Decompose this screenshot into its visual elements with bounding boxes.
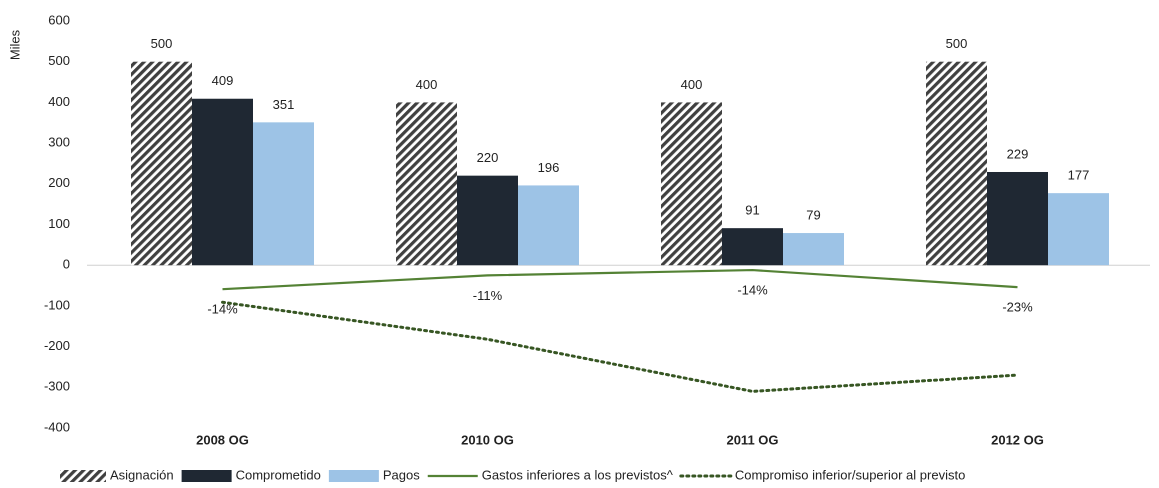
- legend-item: Gastos inferiores a los previstos^: [427, 467, 674, 482]
- bar: [783, 233, 844, 266]
- legend-item: Pagos: [328, 467, 420, 482]
- data-label: 500: [946, 36, 968, 51]
- legend-label: Gastos inferiores a los previstos^: [482, 467, 674, 482]
- legend-label: Comprometido: [236, 467, 321, 482]
- y-tick-label: -100: [44, 297, 70, 312]
- bar: [253, 122, 314, 266]
- y-tick-label: -200: [44, 338, 70, 353]
- data-label: 196: [538, 160, 560, 175]
- legend-label: Pagos: [383, 467, 420, 482]
- data-label: 91: [745, 203, 759, 218]
- legend-label: Asignación: [110, 467, 174, 482]
- bar: [987, 171, 1048, 266]
- bar: [131, 61, 192, 266]
- legend-label: Compromiso inferior/superior al previsto: [735, 467, 965, 482]
- bar: [1048, 193, 1109, 266]
- bar: [722, 228, 783, 266]
- y-tick-label: -400: [44, 419, 70, 434]
- annotation: -23%: [1002, 300, 1033, 315]
- data-label: 400: [416, 77, 438, 92]
- line-series: [221, 300, 1019, 393]
- y-tick-label: 300: [48, 135, 70, 150]
- bar: [396, 102, 457, 266]
- data-label: 229: [1007, 146, 1029, 161]
- y-tick-label: 600: [48, 12, 70, 27]
- x-tick-label: 2011 OG: [726, 432, 778, 447]
- annotation: -14%: [207, 302, 238, 317]
- y-tick-label: 0: [63, 257, 70, 272]
- x-tick-label: 2012 OG: [991, 432, 1044, 447]
- data-label: 409: [212, 73, 234, 88]
- data-label: 400: [681, 77, 703, 92]
- legend-swatch: [328, 470, 379, 482]
- x-tick-label: 2010 OG: [461, 432, 514, 447]
- annotation: -14%: [737, 283, 768, 298]
- data-label: 220: [477, 150, 499, 165]
- y-tick-label: 500: [48, 53, 70, 68]
- y-tick-label: 400: [48, 94, 70, 109]
- x-tick-label: 2008 OG: [196, 432, 249, 447]
- data-label: 351: [273, 97, 295, 112]
- line-series: [222, 268, 1018, 291]
- y-axis-label: Miles: [7, 29, 22, 60]
- bar: [518, 185, 579, 266]
- legend-item: Asignación: [60, 467, 174, 482]
- bar: [661, 102, 722, 266]
- data-label: 500: [151, 36, 173, 51]
- y-tick-label: 100: [48, 216, 70, 231]
- legend-swatch: [60, 470, 106, 482]
- y-tick-label: 200: [48, 175, 70, 190]
- legend-item: Compromiso inferior/superior al previsto: [679, 467, 965, 482]
- legend-item: Comprometido: [181, 467, 321, 482]
- data-label: 177: [1068, 168, 1090, 183]
- data-label: 79: [806, 207, 820, 222]
- annotation: -11%: [473, 288, 503, 303]
- legend-swatch: [181, 470, 232, 482]
- bar: [192, 98, 253, 266]
- bar: [457, 175, 518, 266]
- y-tick-label: -300: [44, 379, 70, 394]
- bar: [926, 61, 987, 266]
